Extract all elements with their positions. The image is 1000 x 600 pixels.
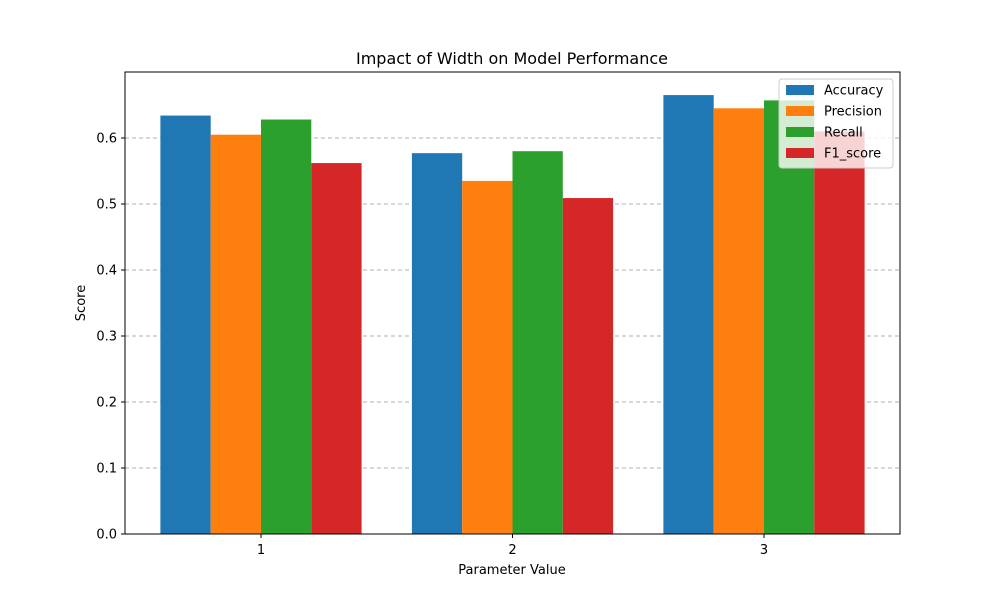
bar-precision-2 [462,180,513,534]
y-tick-label: 0.1 [96,462,117,477]
bar-recall-2 [512,151,563,534]
y-axis-label: Score [74,285,89,321]
legend-swatch [786,148,814,158]
legend-swatch [786,85,814,95]
legend-swatch [786,127,814,137]
legend: Accuracy Precision Recall F1_score [778,78,894,169]
bar-precision-1 [210,134,261,534]
bar-f1-score-2 [562,198,614,534]
y-tick-label: 0.5 [96,198,117,213]
bar-precision-3 [713,108,764,535]
x-axis: 1 2 3 [257,534,768,558]
x-tick-label: 1 [257,543,265,558]
bar-accuracy-1 [160,115,211,534]
y-tick-label: 0.4 [96,264,117,279]
legend-label: Accuracy [824,84,884,99]
legend-label: Recall [824,126,863,141]
x-axis-label: Parameter Value [458,563,565,578]
bars [160,95,865,535]
y-axis: 0.0 0.1 0.2 0.3 0.4 0.5 0.6 [96,132,125,543]
bar-f1-score-1 [311,163,362,534]
bar-f1-score-3 [814,131,865,534]
legend-box [778,78,894,169]
chart-title: Impact of Width on Model Performance [356,49,668,68]
bar-recall-3 [764,100,815,534]
y-tick-label: 0.2 [96,396,117,411]
legend-label: Precision [824,105,882,120]
x-tick-label: 3 [760,543,768,558]
x-tick-label: 2 [508,543,516,558]
bar-accuracy-2 [411,153,463,534]
y-tick-label: 0.6 [96,132,117,147]
y-tick-label: 0.3 [96,330,117,345]
bar-accuracy-3 [663,95,714,534]
bar-recall-1 [261,119,312,535]
legend-swatch [786,106,814,116]
legend-label: F1_score [824,147,881,162]
y-tick-label: 0.0 [96,528,117,543]
